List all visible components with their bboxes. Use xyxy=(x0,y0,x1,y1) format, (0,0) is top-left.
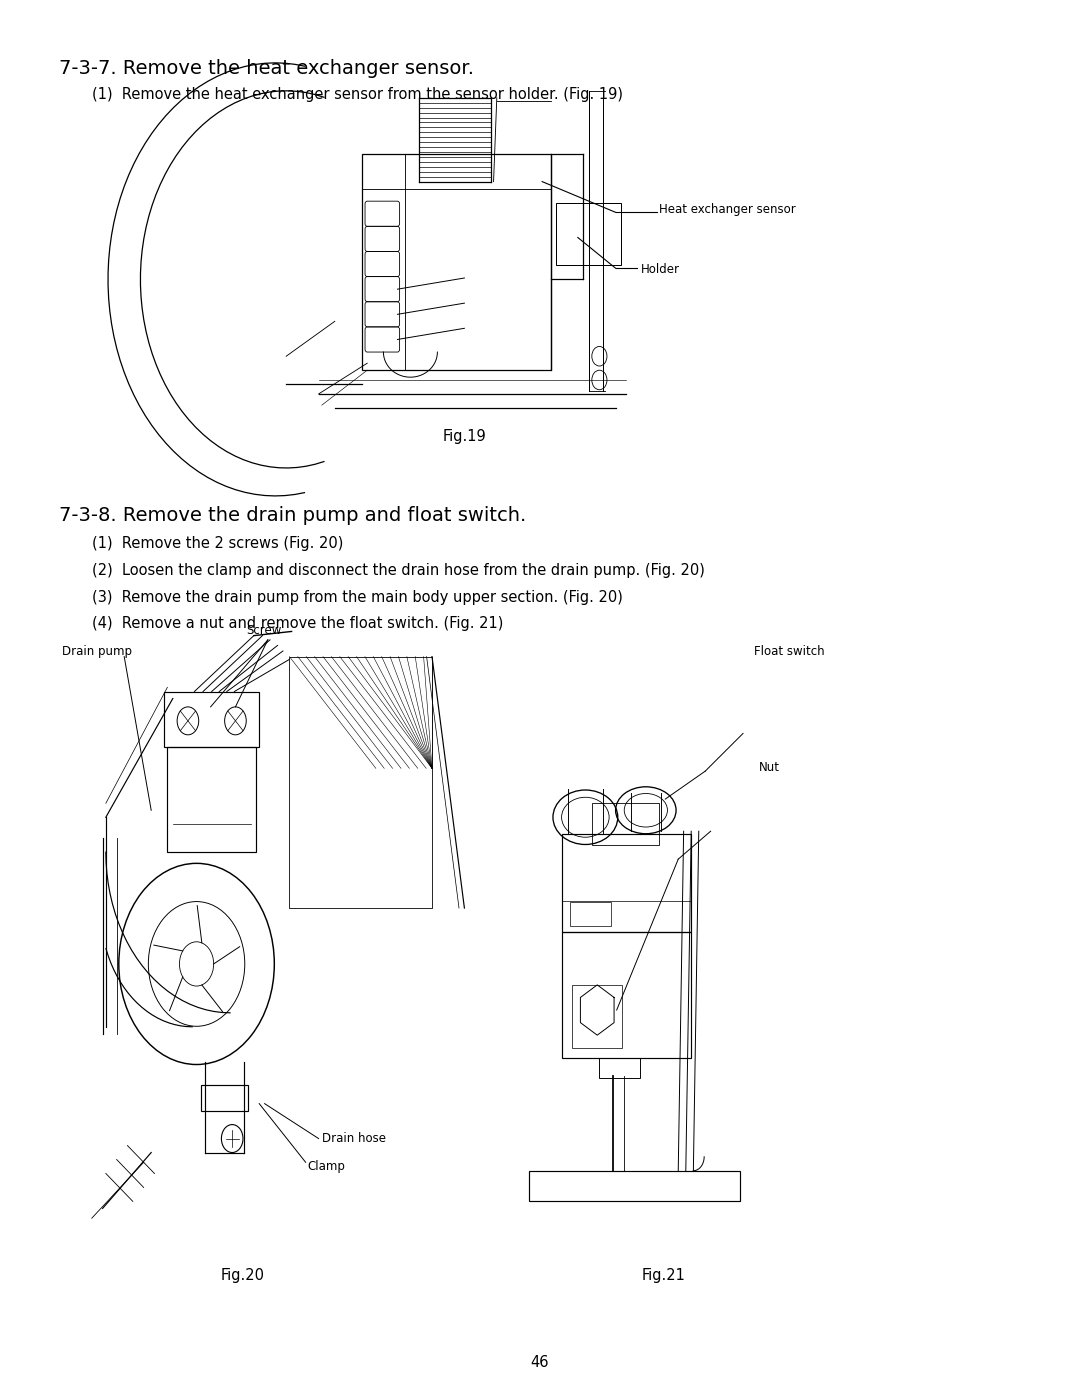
Text: Heat exchanger sensor: Heat exchanger sensor xyxy=(659,203,796,215)
Text: Nut: Nut xyxy=(759,761,780,774)
Bar xyxy=(556,203,621,265)
Text: 46: 46 xyxy=(530,1355,550,1370)
Text: Fig.21: Fig.21 xyxy=(642,1268,685,1284)
Bar xyxy=(289,657,432,908)
Text: 7-3-7. Remove the heat exchanger sensor.: 7-3-7. Remove the heat exchanger sensor. xyxy=(59,59,474,78)
Text: Fig.19: Fig.19 xyxy=(443,429,486,444)
Text: Drain pump: Drain pump xyxy=(62,645,132,658)
Text: Drain hose: Drain hose xyxy=(322,1132,386,1144)
Bar xyxy=(570,902,611,926)
Bar xyxy=(562,932,691,1058)
Bar xyxy=(572,985,622,1048)
Bar xyxy=(599,1058,640,1078)
Bar xyxy=(592,803,659,845)
Bar xyxy=(201,1085,248,1111)
Text: (1)  Remove the 2 screws (Fig. 20): (1) Remove the 2 screws (Fig. 20) xyxy=(92,536,343,552)
Bar xyxy=(529,1171,740,1201)
Text: (1)  Remove the heat exchanger sensor from the sensor holder. (Fig. 19): (1) Remove the heat exchanger sensor fro… xyxy=(92,87,623,102)
Bar xyxy=(362,154,551,370)
Text: Holder: Holder xyxy=(640,263,679,275)
Text: Fig.20: Fig.20 xyxy=(221,1268,265,1284)
Text: (2)  Loosen the clamp and disconnect the drain hose from the drain pump. (Fig. 2: (2) Loosen the clamp and disconnect the … xyxy=(92,563,704,578)
Text: (4)  Remove a nut and remove the float switch. (Fig. 21): (4) Remove a nut and remove the float sw… xyxy=(92,616,503,631)
Text: Float switch: Float switch xyxy=(754,645,824,658)
Bar xyxy=(562,834,691,932)
Text: Clamp: Clamp xyxy=(308,1160,346,1172)
Bar xyxy=(167,747,256,852)
Bar xyxy=(164,692,259,747)
Text: (3)  Remove the drain pump from the main body upper section. (Fig. 20): (3) Remove the drain pump from the main … xyxy=(92,590,623,605)
Text: 7-3-8. Remove the drain pump and float switch.: 7-3-8. Remove the drain pump and float s… xyxy=(59,506,527,525)
Text: Screw: Screw xyxy=(246,624,282,637)
